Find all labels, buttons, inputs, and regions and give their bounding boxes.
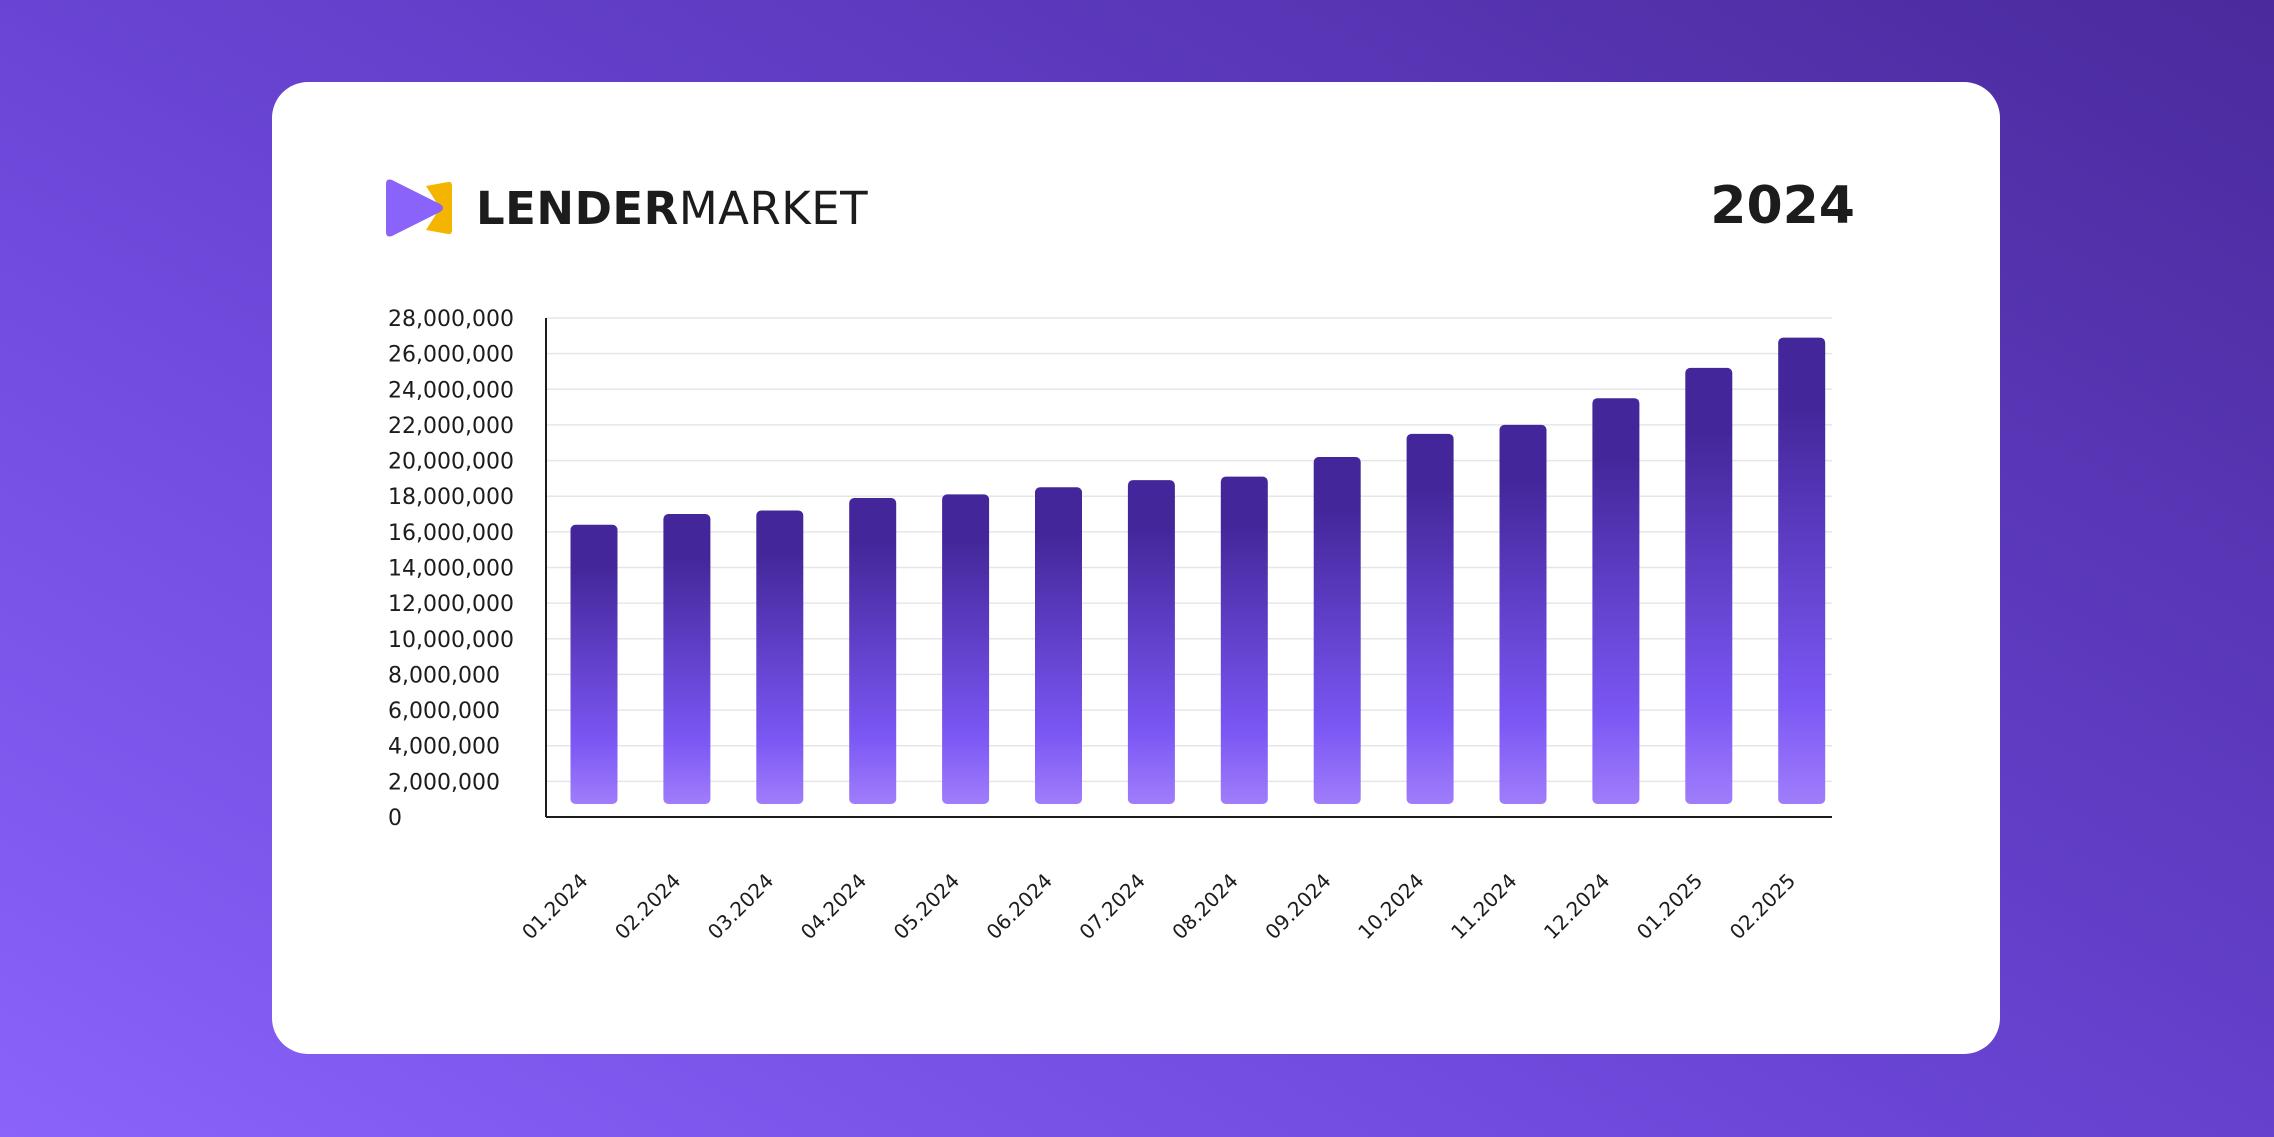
y-tick-label: 12,000,000 <box>388 592 514 617</box>
y-tick-label: 20,000,000 <box>388 450 514 475</box>
y-tick-label: 6,000,000 <box>388 699 500 724</box>
bar <box>942 494 990 804</box>
bar-chart: 0 2,000,000 4,000,000 6,000,000 8,000,000 10,… <box>388 307 1832 944</box>
x-tick-label: 05.2024 <box>889 869 964 944</box>
bar <box>1313 457 1361 804</box>
y-tick-label: 24,000,000 <box>388 378 514 403</box>
x-tick-label: 11.2024 <box>1446 869 1521 944</box>
x-tick-label: 12.2024 <box>1539 869 1614 944</box>
y-tick-label: 2,000,000 <box>388 770 500 795</box>
y-tick-label: 10,000,000 <box>388 628 514 653</box>
bar <box>1685 367 1733 804</box>
axes <box>545 318 1832 818</box>
x-tick-label: 02.2024 <box>610 869 685 944</box>
lendermarket-logo-icon <box>386 179 452 237</box>
y-tick-label: 18,000,000 <box>388 485 514 510</box>
bar <box>756 510 804 804</box>
x-tick-label: 04.2024 <box>796 869 871 944</box>
bar <box>1406 433 1454 804</box>
x-tick-label: 07.2024 <box>1074 869 1149 944</box>
bar <box>663 514 711 804</box>
x-tick-label: 01.2025 <box>1632 869 1707 944</box>
bar <box>1220 476 1268 804</box>
y-tick-label: 14,000,000 <box>388 557 514 582</box>
x-tick-label: 09.2024 <box>1260 869 1335 944</box>
x-tick-label: 10.2024 <box>1353 869 1428 944</box>
x-tick-label: 02.2025 <box>1725 869 1800 944</box>
x-tick-label: 08.2024 <box>1167 869 1242 944</box>
bar <box>849 497 897 804</box>
brand-logo: LENDERMARKET <box>386 178 868 238</box>
brand-wordmark: LENDERMARKET <box>476 186 868 231</box>
y-tick-label: 26,000,000 <box>388 343 514 368</box>
x-tick-label: 03.2024 <box>703 869 778 944</box>
y-tick-label: 8,000,000 <box>388 663 500 688</box>
bar <box>1035 487 1082 804</box>
x-tick-labels: 01.2024 02.2024 03.2024 04.2024 05.2024 06.20… <box>517 869 1800 944</box>
bars <box>570 337 1826 804</box>
y-tick-label: 4,000,000 <box>388 735 500 760</box>
bar <box>1592 398 1640 804</box>
y-tick-label: 0 <box>388 806 402 831</box>
brand-name-bold: LENDER <box>476 181 679 235</box>
y-tick-label: 28,000,000 <box>388 307 514 332</box>
y-tick-label: 16,000,000 <box>388 521 514 546</box>
x-tick-label: 01.2024 <box>517 869 592 944</box>
year-label: 2024 <box>1710 176 1855 236</box>
bar <box>1499 424 1547 804</box>
bar <box>570 524 618 804</box>
y-tick-label: 22,000,000 <box>388 414 514 439</box>
brand-name-regular: MARKET <box>678 181 869 235</box>
y-tick-labels: 0 2,000,000 4,000,000 6,000,000 8,000,000 10,… <box>388 307 514 831</box>
x-tick-label: 06.2024 <box>982 869 1057 944</box>
bar <box>1778 337 1826 804</box>
chart-card: LENDERMARKET 2024 0 2,000,000 4,000,000 6,0… <box>272 82 2000 1054</box>
bar <box>1127 480 1175 804</box>
